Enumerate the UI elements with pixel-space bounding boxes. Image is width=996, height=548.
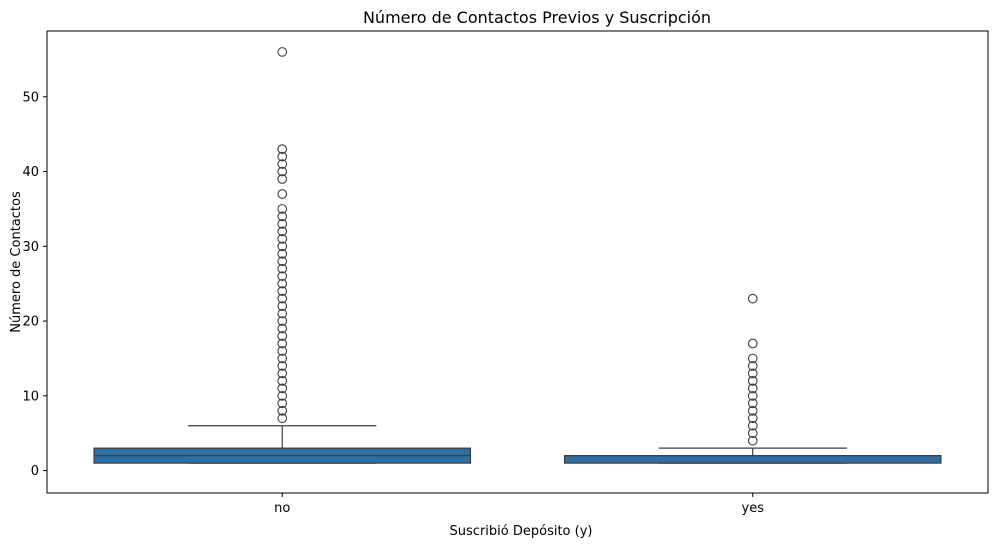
outlier-point [747,368,758,379]
x-tick-label: yes [742,501,765,516]
outlier-point [747,398,758,409]
outlier-point [277,211,288,222]
outlier-point [277,174,288,184]
outlier-point [747,383,758,394]
outlier-point [277,308,288,319]
outlier-point [277,398,288,409]
y-tick-label: 20 [22,315,39,330]
outlier-point [277,263,288,274]
outlier-point [277,390,288,401]
x-tick-label: no [274,501,290,516]
outlier-point [277,144,288,154]
outlier-point [277,346,288,356]
plot-frame [46,30,989,494]
outlier-point [277,293,288,304]
y-axis-label: Número de Contactos [9,191,24,333]
outlier-point [747,435,758,446]
outlier-point [277,47,288,57]
outlier-point [277,204,288,214]
outlier-point [277,413,288,424]
outlier-point [277,331,288,341]
outlier-point [277,241,288,252]
outlier-point [747,405,758,416]
outlier-point [277,233,288,244]
outlier-point [277,383,288,394]
outlier-point [277,368,288,379]
outlier-point [277,226,288,237]
outlier-point [277,166,288,177]
y-axis: 0 10 20 30 40 50 [22,90,47,479]
y-tick-label: 10 [22,389,39,404]
outlier-point [277,159,288,169]
outlier-point [277,151,288,162]
outlier-point [277,219,288,229]
x-axis: no yes [274,493,764,516]
y-tick-label: 0 [31,464,39,479]
y-tick-label: 50 [22,90,39,105]
outlier-point [277,405,288,416]
outlier-point [277,338,288,349]
outlier-point [277,353,288,364]
outlier-point [747,338,758,349]
chart-title: Número de Contactos Previos y Suscripció… [363,8,711,27]
outlier-point [747,361,758,371]
outlier-point [277,316,288,326]
outlier-point [747,376,758,386]
outlier-point [277,278,288,289]
outlier-point [747,390,758,401]
outlier-point [277,301,288,311]
outlier-point [277,189,288,199]
outlier-point [747,293,758,304]
outlier-point [277,248,288,259]
y-tick-label: 30 [22,240,39,255]
box-yes [563,455,942,464]
outlier-point [277,361,288,371]
outlier-point [277,271,288,282]
outlier-point [277,376,288,386]
outlier-point [277,323,288,334]
x-axis-label: Suscribió Depósito (y) [450,524,593,539]
boxes-group [93,47,942,464]
outlier-point [277,256,288,267]
outlier-point [747,413,758,424]
y-tick-label: 40 [22,165,39,180]
outlier-point [747,353,758,364]
outlier-point [277,286,288,297]
outlier-point [747,428,758,439]
outlier-point [747,420,758,431]
